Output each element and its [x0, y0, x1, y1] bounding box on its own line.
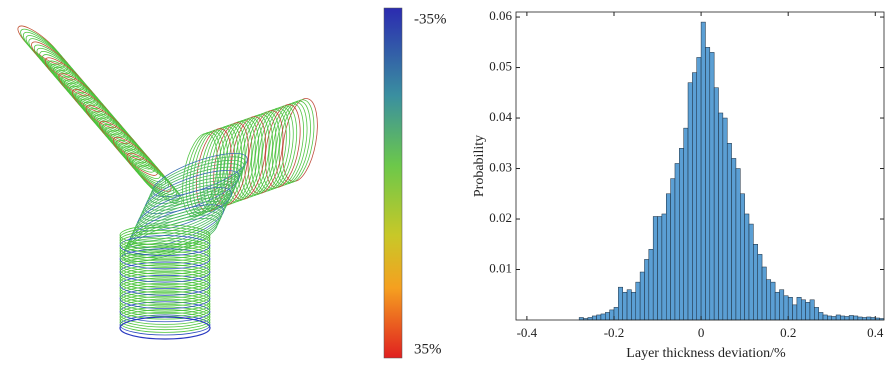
y-tick-label: 0.03 [489, 160, 512, 175]
bar [592, 316, 596, 320]
bar [631, 292, 635, 320]
bar [658, 216, 662, 320]
bar [723, 118, 727, 320]
bar [697, 57, 701, 320]
bar [719, 113, 723, 320]
bar [610, 310, 614, 320]
bar [758, 254, 762, 320]
bar [784, 296, 788, 320]
bar [814, 307, 818, 320]
bar [810, 300, 814, 320]
bar [832, 316, 836, 320]
bar [806, 302, 810, 320]
bar [819, 312, 823, 320]
bar [727, 143, 731, 320]
bar [771, 282, 775, 320]
colorbar-label: -35% [414, 11, 447, 27]
bar [749, 224, 753, 320]
bar [753, 244, 757, 320]
bar [692, 73, 696, 320]
bar [705, 47, 709, 320]
bar [779, 290, 783, 320]
bar [601, 314, 605, 320]
x-tick-label: -0.4 [517, 325, 538, 340]
y-tick-label: 0.06 [489, 8, 512, 23]
bar [623, 292, 627, 320]
bar [836, 315, 840, 320]
bar [605, 312, 609, 320]
bar [679, 148, 683, 320]
bar [732, 158, 736, 320]
bar [684, 128, 688, 320]
bar [854, 316, 858, 320]
bar [823, 315, 827, 320]
bar [849, 315, 853, 320]
bar [627, 290, 631, 320]
bar [766, 280, 770, 320]
bar [775, 292, 779, 320]
bar [797, 297, 801, 320]
y-tick-label: 0.01 [489, 260, 512, 275]
bar [614, 307, 618, 320]
x-axis-label: Layer thickness deviation/% [626, 346, 786, 361]
bar [793, 305, 797, 320]
bar [666, 194, 670, 320]
colorbar [384, 8, 402, 358]
bar [644, 259, 648, 320]
bar [662, 214, 666, 320]
bar [701, 22, 705, 320]
colorbar-label: 35% [414, 341, 442, 357]
bar [688, 83, 692, 320]
x-tick-label: -0.2 [604, 325, 625, 340]
bar [745, 214, 749, 320]
bar [858, 317, 862, 320]
y-axis-label: Probability [472, 135, 487, 197]
bar [714, 88, 718, 320]
bar [840, 316, 844, 320]
bar [762, 267, 766, 320]
bar [736, 169, 740, 320]
x-tick-label: 0.2 [780, 325, 796, 340]
bar [740, 194, 744, 320]
y-tick-label: 0.04 [489, 109, 512, 124]
bar [618, 287, 622, 320]
figure: -35% 35% Layer thickness deviation/% Pro… [0, 0, 887, 369]
bar [640, 272, 644, 320]
bar [636, 282, 640, 320]
bar [675, 163, 679, 320]
bar [845, 316, 849, 320]
bar [597, 315, 601, 320]
ring [120, 317, 210, 339]
bar [801, 300, 805, 320]
bar [649, 249, 653, 320]
bar [671, 179, 675, 320]
bar [867, 317, 871, 320]
y-tick-label: 0.02 [489, 210, 512, 225]
y-tick-label: 0.05 [489, 59, 512, 74]
tube-render [13, 21, 323, 339]
x-tick-label: 0.4 [867, 325, 884, 340]
bar [710, 52, 714, 320]
bar [653, 216, 657, 320]
bar [788, 297, 792, 320]
bar [827, 316, 831, 320]
x-tick-label: 0 [698, 325, 705, 340]
